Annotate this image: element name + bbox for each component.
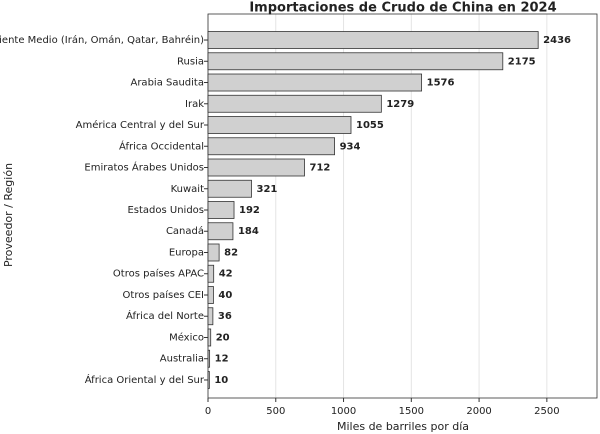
value-label: 934 xyxy=(340,141,361,152)
y-tick-label: Europa xyxy=(169,247,204,258)
y-tick-label: Rusia xyxy=(177,56,204,67)
y-tick-label: Oriente Medio (Irán, Omán, Qatar, Bahréi… xyxy=(0,34,204,46)
bar xyxy=(207,52,504,71)
y-tick-label: México xyxy=(169,331,204,343)
y-tick-label: Emiratos Árabes Unidos xyxy=(84,161,204,174)
y-tick-label: Otros países CEI xyxy=(123,289,204,301)
bar xyxy=(207,243,220,262)
value-label: 184 xyxy=(238,226,259,237)
value-label: 1576 xyxy=(427,78,455,89)
value-label: 20 xyxy=(216,332,230,343)
bar xyxy=(207,307,214,326)
value-label: 36 xyxy=(218,311,232,322)
plot-frame xyxy=(207,13,598,399)
value-label: 192 xyxy=(239,205,260,216)
bar xyxy=(207,328,212,347)
y-tick-label: Australia xyxy=(160,354,204,365)
bar xyxy=(207,158,305,177)
bar xyxy=(207,349,211,368)
chart-title: Importaciones de Crudo de China en 2024 xyxy=(249,1,556,16)
value-label: 2436 xyxy=(543,35,571,46)
value-label: 10 xyxy=(214,375,228,386)
value-label: 82 xyxy=(224,247,238,258)
value-label: 12 xyxy=(215,354,229,365)
bar xyxy=(207,179,252,198)
value-label: 1055 xyxy=(356,120,384,131)
value-label: 1279 xyxy=(386,99,414,110)
x-tick-label: 2500 xyxy=(534,406,559,417)
bar xyxy=(207,222,234,241)
x-tick-label: 0 xyxy=(205,406,211,417)
bar xyxy=(207,116,352,134)
y-tick-label: Irak xyxy=(185,99,204,110)
bar xyxy=(207,286,214,304)
value-label: 712 xyxy=(310,163,331,174)
bar xyxy=(207,137,335,156)
y-tick-label: Kuwait xyxy=(171,184,204,195)
x-axis-label: Miles de barriles por día xyxy=(337,420,469,433)
y-axis-label: Proveedor / Región xyxy=(2,163,15,267)
y-tick-label: Otros países APAC xyxy=(113,268,204,280)
y-tick-label: África Oriental y del Sur xyxy=(85,373,205,386)
bar xyxy=(207,371,210,389)
y-tick-label: América Central y del Sur xyxy=(76,119,205,131)
value-label: 40 xyxy=(218,290,232,301)
value-label: 2175 xyxy=(508,56,536,67)
bar xyxy=(207,264,215,283)
y-tick-label: Arabia Saudita xyxy=(130,78,204,89)
bar xyxy=(207,94,382,113)
value-label: 321 xyxy=(257,184,278,195)
bar xyxy=(207,31,539,49)
y-tick-label: África Occidental xyxy=(119,139,204,152)
y-tick-label: Canadá xyxy=(166,225,204,237)
x-tick-label: 1000 xyxy=(331,406,356,417)
x-tick-label: 1500 xyxy=(399,406,424,417)
x-tick-label: 2000 xyxy=(466,406,491,417)
bar xyxy=(207,73,423,92)
value-label: 42 xyxy=(219,269,233,280)
y-tick-label: Estados Unidos xyxy=(127,205,204,216)
x-tick-label: 500 xyxy=(266,406,285,417)
bar xyxy=(207,201,235,219)
y-tick-label: África del Norte xyxy=(126,309,204,322)
